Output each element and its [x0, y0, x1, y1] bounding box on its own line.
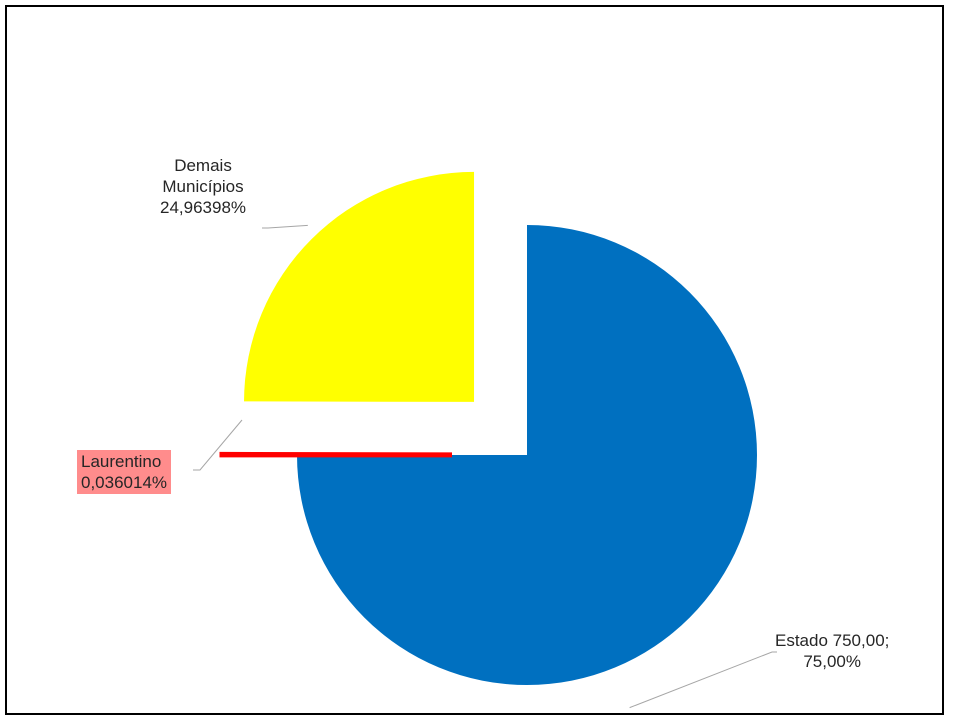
data-label-line: Municípios	[162, 177, 244, 196]
data-label-line: Demais	[174, 156, 232, 175]
leader-line-estado	[629, 651, 777, 709]
pie-slice-laurentino	[219, 451, 453, 458]
leader-line-demais-municipios	[262, 224, 308, 229]
leader-line-laurentino	[193, 419, 243, 471]
data-label-line: 75,00%	[803, 652, 862, 671]
pie-slice-demais-municipios	[244, 171, 475, 402]
data-label-line: 24,96398%	[160, 198, 247, 217]
data-label-line: Estado 750,00;	[775, 631, 890, 650]
data-label-demais-municipios: Demais Municípios 24,96398%	[160, 155, 246, 218]
data-label-estado: Estado 750,00; 75,00%	[775, 630, 889, 672]
pie-slice-estado	[297, 225, 757, 685]
data-label-line: 0,036014%	[81, 473, 168, 492]
data-label-laurentino: Laurentino 0,036014%	[77, 450, 172, 494]
data-label-line: Laurentino	[81, 452, 162, 471]
